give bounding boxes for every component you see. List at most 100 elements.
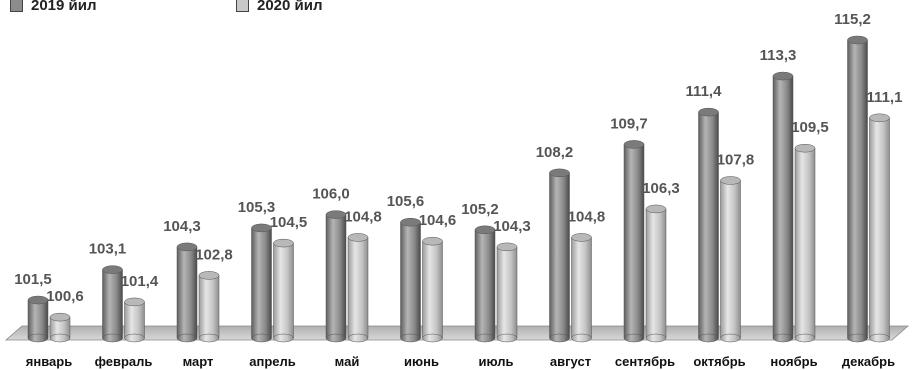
legend-label-2020: 2020 йил xyxy=(257,0,323,14)
bar-base xyxy=(124,333,145,343)
bar-body xyxy=(102,269,123,339)
bar-body xyxy=(772,75,794,339)
value-label-2020-4: 104,8 xyxy=(344,208,382,225)
bar-base xyxy=(623,333,645,343)
bar-body xyxy=(645,208,667,339)
bar-body xyxy=(176,246,198,339)
legend-swatch-2020 xyxy=(236,0,249,12)
bar-cap xyxy=(400,217,421,227)
value-label-2020-1: 101,4 xyxy=(121,273,159,290)
category-label-7: август xyxy=(550,354,591,369)
category-label-1: февраль xyxy=(95,354,153,369)
bar-body xyxy=(124,301,145,339)
bar-base xyxy=(347,333,369,343)
bar-2020-11 xyxy=(869,113,890,343)
bar-body xyxy=(325,214,347,339)
bar-base xyxy=(869,333,890,343)
bar-cap xyxy=(794,143,816,153)
value-label-2019-6: 105,2 xyxy=(461,201,499,218)
bar-body xyxy=(698,111,719,339)
bar-cap xyxy=(27,295,49,305)
bar-2019-8 xyxy=(623,140,645,343)
value-label-2019-9: 111,4 xyxy=(686,83,723,100)
value-label-2020-8: 106,3 xyxy=(642,180,680,197)
category-label-2: март xyxy=(183,354,214,369)
bar-body xyxy=(623,144,645,339)
category-label-8: сентябрь xyxy=(615,354,675,369)
bar-2020-4 xyxy=(347,233,369,343)
value-label-2019-10: 113,3 xyxy=(760,47,797,64)
bar-2020-7 xyxy=(571,233,592,343)
bar-2019-10 xyxy=(772,71,794,343)
bar-cap xyxy=(869,113,890,123)
value-label-2020-9: 107,8 xyxy=(717,151,755,168)
value-label-2020-0: 100,6 xyxy=(46,288,84,305)
bar-2019-3 xyxy=(251,223,272,343)
value-label-2019-3: 105,3 xyxy=(238,199,276,216)
category-label-3: апрель xyxy=(249,354,296,369)
bar-2019-6 xyxy=(474,225,496,343)
bar-base xyxy=(325,333,347,343)
chart-floor xyxy=(4,325,910,341)
bar-body xyxy=(549,172,570,339)
category-labels: январь февраль март апрель май июнь июль август… xyxy=(26,354,895,369)
bar-2020-0 xyxy=(49,312,71,343)
bar-base xyxy=(571,333,592,343)
bar-base xyxy=(102,333,123,343)
bar-cap xyxy=(571,233,592,242)
category-label-6: июль xyxy=(478,354,513,369)
bar-base xyxy=(27,333,49,343)
bar-body xyxy=(422,240,443,339)
bar-body xyxy=(869,117,890,339)
bar-body xyxy=(571,237,592,339)
bar-2019-9 xyxy=(698,107,719,343)
bar-cap xyxy=(198,271,220,280)
category-label-10: ноябрь xyxy=(770,354,817,369)
bar-body xyxy=(347,237,369,339)
bar-base xyxy=(198,333,220,343)
bar-base xyxy=(400,333,421,343)
value-label-2019-11: 115,2 xyxy=(834,11,871,28)
value-label-2020-10: 109,5 xyxy=(791,119,829,136)
category-label-9: октябрь xyxy=(693,354,745,369)
bar-cap xyxy=(124,297,145,307)
bar-2020-10 xyxy=(794,143,816,343)
value-label-2019-4: 106,0 xyxy=(312,186,350,203)
bar-2019-2 xyxy=(176,242,198,343)
bar-cap xyxy=(698,107,719,117)
bar-cap xyxy=(49,312,71,322)
bar-2020-1 xyxy=(124,297,145,343)
category-label-5: июнь xyxy=(404,354,439,369)
bar-base xyxy=(251,333,272,343)
value-label-2019-0: 101,5 xyxy=(14,271,52,288)
value-label-2019-1: 103,1 xyxy=(89,241,127,258)
value-label-2020-3: 104,5 xyxy=(270,214,308,231)
value-label-2019-2: 104,3 xyxy=(163,218,201,235)
category-label-4: май xyxy=(335,354,360,369)
bar-cap xyxy=(422,236,443,246)
category-label-11: декабрь xyxy=(842,354,895,369)
legend-item-2020: 2020 йил xyxy=(236,0,323,14)
bar-base xyxy=(847,333,868,343)
bar-2019-4 xyxy=(325,210,347,343)
bar-base xyxy=(720,333,741,343)
bar-body xyxy=(720,180,741,339)
category-label-0: январь xyxy=(26,354,72,369)
bar-cap xyxy=(251,223,272,233)
bar-base xyxy=(794,333,816,343)
bar-body xyxy=(27,299,49,339)
bar-2019-7 xyxy=(549,168,570,343)
bar-cap xyxy=(549,168,570,178)
bar-cap xyxy=(496,242,518,252)
bar-cap xyxy=(102,265,123,274)
bar-base xyxy=(772,333,794,343)
bar-2020-2 xyxy=(198,271,220,343)
value-label-2019-5: 105,6 xyxy=(387,193,425,210)
value-label-2020-6: 104,3 xyxy=(493,218,531,235)
legend-item-2019: 2019 йил xyxy=(10,0,97,14)
value-label-2019-7: 108,2 xyxy=(536,144,574,161)
value-label-2020-5: 104,6 xyxy=(419,212,457,229)
bar-body xyxy=(847,39,868,339)
